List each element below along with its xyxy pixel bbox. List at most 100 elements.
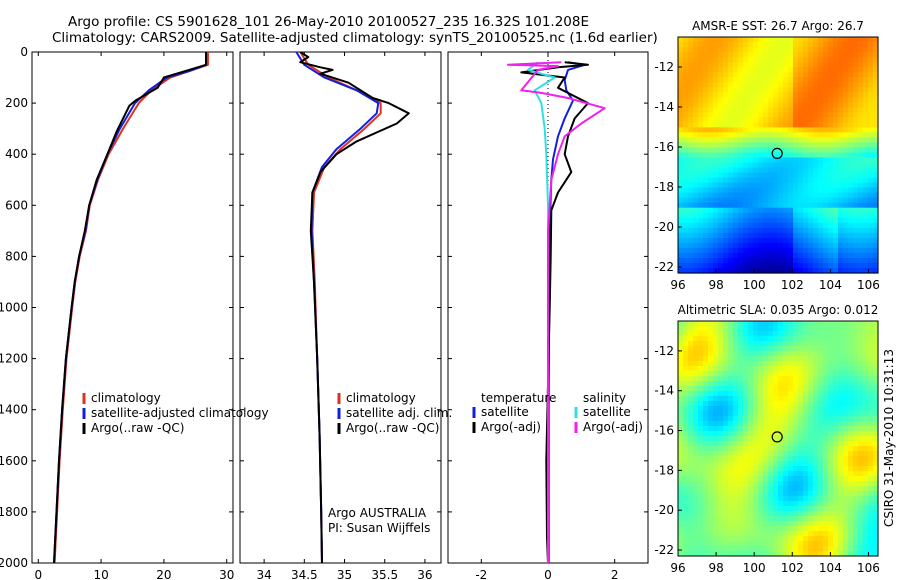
map-cell <box>723 72 729 78</box>
map-cell <box>728 351 734 357</box>
map-cell <box>743 461 749 467</box>
map-cell <box>753 137 759 144</box>
map-cell <box>793 127 799 133</box>
map-cell <box>783 227 789 234</box>
map-cell <box>743 331 749 337</box>
map-cell <box>743 551 749 557</box>
map-cell <box>743 127 749 133</box>
map-cell <box>728 546 734 552</box>
map-cell <box>778 326 784 332</box>
map-cell <box>863 102 869 108</box>
map-cell <box>863 406 869 412</box>
map-cell <box>843 411 849 417</box>
map-cell <box>868 92 874 98</box>
map-cell <box>828 187 834 194</box>
map-cell <box>823 436 829 442</box>
map-cell <box>858 117 864 123</box>
map-cell <box>698 461 704 467</box>
map-cell <box>793 476 799 482</box>
map-cell <box>688 446 694 452</box>
map-cell <box>733 551 739 557</box>
map-cell <box>823 112 829 118</box>
map-cell <box>838 267 844 274</box>
map-cell <box>748 152 754 159</box>
map-cell <box>793 381 799 387</box>
map-cell <box>733 92 739 98</box>
map-cell <box>868 376 874 382</box>
map-cell <box>783 47 789 53</box>
map-cell <box>743 476 749 482</box>
map-cell <box>788 511 794 517</box>
map-cell <box>863 262 869 269</box>
map-cell <box>823 117 829 123</box>
map-cell <box>783 411 789 417</box>
map-cell <box>858 247 864 254</box>
map-cell <box>808 182 814 189</box>
map-cell <box>748 441 754 447</box>
map-cell <box>768 481 774 487</box>
map-cell <box>873 346 879 352</box>
map-cell <box>838 232 844 239</box>
map-cell <box>873 321 879 327</box>
map-cell <box>788 486 794 492</box>
map-cell <box>753 396 759 402</box>
map-cell <box>873 376 879 382</box>
map-cell <box>743 142 749 149</box>
map-cell <box>833 431 839 437</box>
map-cell <box>758 232 764 239</box>
map-cell <box>773 182 779 189</box>
map-cell <box>838 376 844 382</box>
map-cell <box>763 242 769 249</box>
map-cell <box>848 476 854 482</box>
map-cell <box>848 371 854 377</box>
map-cell <box>688 77 694 83</box>
map-cell <box>783 77 789 83</box>
map-cell <box>778 197 784 204</box>
map-cell <box>838 192 844 199</box>
map-cell <box>703 341 709 347</box>
map-cell <box>778 177 784 184</box>
map-cell <box>793 526 799 532</box>
map-cell <box>833 172 839 179</box>
map-cell <box>873 147 879 154</box>
map-cell <box>823 262 829 269</box>
map-cell <box>683 491 689 497</box>
map-cell <box>778 67 784 73</box>
map-cell <box>798 326 804 332</box>
map-cell <box>728 192 734 199</box>
map-cell <box>778 257 784 264</box>
map-cell <box>763 47 769 53</box>
map-cell <box>788 336 794 342</box>
map-cell <box>808 461 814 467</box>
map-cell <box>808 491 814 497</box>
map-cell <box>843 441 849 447</box>
map-cell <box>783 217 789 224</box>
map-cell <box>683 207 689 214</box>
map-cell <box>763 237 769 244</box>
map-cell <box>803 341 809 347</box>
map-cell <box>833 77 839 83</box>
map-cell <box>698 142 704 149</box>
map-cell <box>803 401 809 407</box>
map-cell <box>718 92 724 98</box>
map-cell <box>768 461 774 467</box>
map-cell <box>773 147 779 154</box>
map-cell <box>858 336 864 342</box>
map-cell <box>773 521 779 527</box>
map-cell <box>818 217 824 224</box>
map-cell <box>723 546 729 552</box>
map-cell <box>718 386 724 392</box>
map-cell <box>803 351 809 357</box>
map-cell <box>818 481 824 487</box>
map-cell <box>723 476 729 482</box>
map-cell <box>793 252 799 259</box>
map-cell <box>818 62 824 68</box>
map-cell <box>848 97 854 103</box>
series-line-salinity-argo-adj- <box>507 61 606 563</box>
map-cell <box>868 222 874 229</box>
map-cell <box>863 361 869 367</box>
map-cell <box>793 391 799 397</box>
map-cell <box>733 177 739 184</box>
map-cell <box>778 461 784 467</box>
map-cell <box>798 222 804 229</box>
